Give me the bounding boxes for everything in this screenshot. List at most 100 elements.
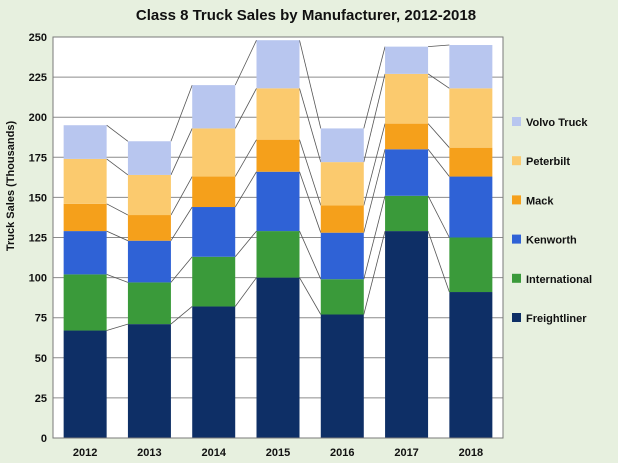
connector-line <box>234 40 257 86</box>
y-tick-label: 250 <box>29 32 47 44</box>
bar-segment-international <box>449 237 493 293</box>
bar-segment-mack <box>127 215 171 241</box>
connector-line <box>106 203 129 216</box>
connector-line <box>170 206 193 241</box>
bar-segment-kenworth <box>449 176 493 238</box>
legend-swatch <box>512 117 521 126</box>
connector-line <box>106 323 129 331</box>
legend-item-kenworth: Kenworth <box>512 234 577 247</box>
y-tick-label: 225 <box>29 72 47 84</box>
bar-segment-international <box>256 231 300 278</box>
bar-segment-freightliner <box>192 306 236 438</box>
connector-line <box>363 73 386 163</box>
bar-segment-international <box>192 256 236 307</box>
connector-line <box>427 149 450 177</box>
bar-segment-peterbilt <box>320 162 364 206</box>
y-axis-label: Truck Sales (Thousands) <box>5 121 17 252</box>
bar-segment-kenworth <box>385 149 429 196</box>
legend-swatch <box>512 273 521 283</box>
connector-line <box>299 40 322 129</box>
connector-line <box>170 176 193 216</box>
connector-line <box>363 149 386 233</box>
bar-segment-kenworth <box>63 231 107 275</box>
bar-segment-volvo-truck <box>256 40 300 89</box>
bar-segment-mack <box>320 205 364 233</box>
bar-segment-peterbilt <box>63 158 107 204</box>
bar-segment-mack <box>192 176 236 208</box>
x-tick-label: 2014 <box>201 447 226 459</box>
connector-line <box>170 306 193 325</box>
bar-segment-kenworth <box>320 232 364 280</box>
bar-segment-peterbilt <box>385 73 429 124</box>
bar-segment-freightliner <box>320 314 364 438</box>
connector-line <box>234 230 257 258</box>
y-tick-label: 25 <box>35 393 47 405</box>
y-tick-label: 125 <box>29 233 47 245</box>
y-tick-label: 200 <box>29 112 47 124</box>
x-tick-label: 2013 <box>137 447 161 459</box>
bar-segment-peterbilt <box>127 174 171 216</box>
y-tick-label: 0 <box>41 433 47 445</box>
connector-line <box>363 123 386 206</box>
connector-lines <box>106 40 450 331</box>
chart-title: Class 8 Truck Sales by Manufacturer, 201… <box>136 7 476 24</box>
legend-label: Kenworth <box>526 235 577 247</box>
bar-segment-volvo-truck <box>385 46 429 74</box>
bar-segment-freightliner <box>385 231 429 438</box>
bar-segment-freightliner <box>449 292 493 438</box>
bar-segment-mack <box>256 139 300 172</box>
bar-segment-mack <box>63 203 107 232</box>
bar-segment-volvo-truck <box>320 128 364 163</box>
connector-line <box>106 230 129 242</box>
x-tick-label: 2012 <box>73 447 97 459</box>
bar-segment-international <box>320 279 364 315</box>
x-tick-label: 2018 <box>459 447 483 459</box>
y-tick-label: 175 <box>29 152 47 164</box>
legend-item-peterbilt: Peterbilt <box>512 156 570 168</box>
connector-line <box>106 158 129 176</box>
bar-segment-international <box>385 195 429 232</box>
connector-line <box>234 88 257 129</box>
connector-line <box>427 195 450 238</box>
axes: 0 25 50 75 100 125 150 175 200 225 250 2012 2013 2014… <box>29 32 504 459</box>
bar-segment-freightliner <box>256 277 300 438</box>
bar-segment-volvo-truck <box>63 125 107 159</box>
connector-line <box>299 171 322 233</box>
legend-swatch <box>512 313 521 322</box>
x-tick-label: 2017 <box>394 447 418 459</box>
legend-label: Freightliner <box>526 313 587 325</box>
connector-line <box>427 230 450 293</box>
legend-swatch <box>512 234 521 244</box>
bar-segment-volvo-truck <box>192 85 236 129</box>
legend-label: International <box>526 274 592 286</box>
legend-item-volvo-truck: Volvo Truck <box>512 117 588 129</box>
bar-segment-mack <box>449 147 493 177</box>
x-tick-label: 2016 <box>330 447 354 459</box>
legend-label: Peterbilt <box>526 156 570 168</box>
connector-line <box>299 277 322 315</box>
bar-segment-freightliner <box>127 324 171 438</box>
connector-line <box>234 277 257 307</box>
x-tick-label: 2015 <box>266 447 290 459</box>
bar-segment-peterbilt <box>192 128 236 177</box>
connector-line <box>170 128 193 176</box>
legend-swatch <box>512 156 521 166</box>
bar-segment-international <box>63 274 107 331</box>
legend-item-mack: Mack <box>512 195 554 207</box>
connector-line <box>106 274 129 283</box>
connector-line <box>170 84 193 142</box>
y-tick-label: 50 <box>35 353 47 365</box>
legend-label: Volvo Truck <box>526 117 588 129</box>
bar-segment-volvo-truck <box>127 141 171 175</box>
connector-line <box>299 139 322 206</box>
connector-line <box>299 88 322 163</box>
connector-line <box>299 230 322 280</box>
connector-line <box>234 139 257 177</box>
connector-line <box>363 46 386 129</box>
connector-line <box>170 256 193 283</box>
legend-swatch <box>512 195 521 205</box>
bar-segment-mack <box>385 123 429 150</box>
connector-line <box>363 230 386 315</box>
connector-line <box>428 44 450 48</box>
